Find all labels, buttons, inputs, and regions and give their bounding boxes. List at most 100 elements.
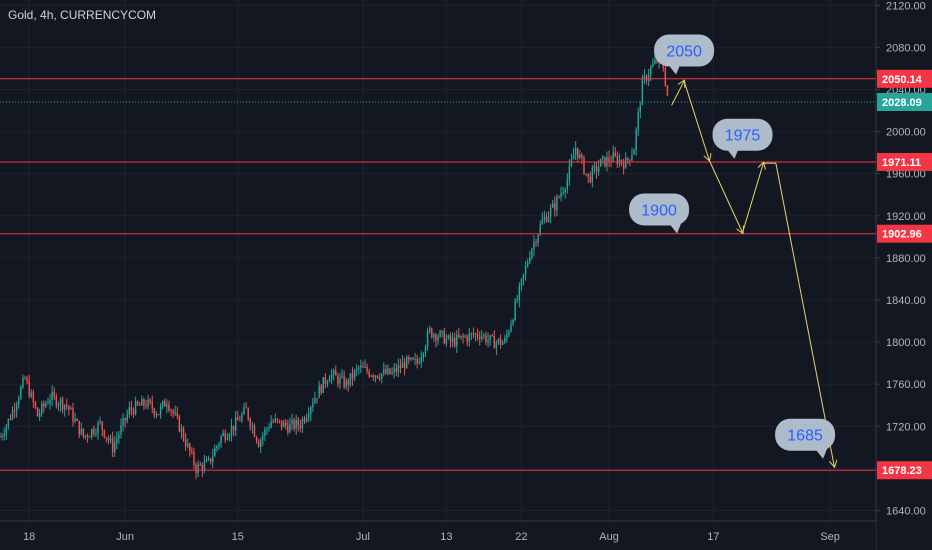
candle-body [414,358,416,360]
candle-body [474,333,477,336]
price-tick-label: 2000.00 [886,127,926,139]
candle-body [143,399,145,406]
candle-body [139,404,141,406]
projection-segment [683,80,709,160]
candle-body [9,419,12,421]
candle-body [118,434,120,439]
candle-body [178,416,181,432]
candle-body [418,362,420,364]
callout-tail [668,64,681,75]
last-price-tag [877,93,932,112]
time-tick-label: 13 [440,531,452,543]
candle-body [529,257,531,263]
candle-body [320,385,322,393]
candle-body [345,380,347,387]
candle-body [579,154,581,158]
candle-body [189,443,191,452]
candle-body [63,404,66,410]
candle-body [116,438,118,443]
time-axis[interactable]: 18 Jun 15 Jul 13 22 Aug 17 Sep [0,520,876,550]
candle-body [218,443,220,447]
price-axis[interactable]: 1640.001680.001720.001760.001800.001840.… [875,0,932,550]
candle-body [303,418,306,422]
candle-body [68,405,70,410]
candle-body [13,409,16,411]
callout-text: 1900 [641,202,677,219]
candle-body [203,461,206,471]
candle-body [276,418,279,421]
candle-body [408,357,410,360]
candle-body [470,333,473,335]
callout-bubble: 2050 [654,34,715,75]
candle-body [270,421,272,428]
candle-body [249,418,252,427]
candle-body [322,377,325,393]
candle-body [560,193,562,197]
candle-body [478,336,481,339]
candle-body [216,446,218,449]
candle-body [543,216,546,220]
candle-body [403,362,406,369]
candle-body [230,425,233,435]
candle-body [362,365,364,368]
candle-body [599,158,602,167]
candle-body [78,420,80,435]
candle-body [332,370,335,375]
candle-body [274,418,277,422]
candle-body [410,357,412,360]
candle-body [483,334,485,337]
candle-body [637,111,639,130]
price-tick-label: 1800.00 [886,337,926,349]
candle-body [412,357,414,360]
candle-body [645,75,648,81]
candle-body [328,378,331,382]
callout-body [775,418,836,451]
candle-body [616,155,619,165]
candle-body [278,420,281,422]
candle-body [514,301,516,320]
candle-body [635,129,637,150]
candle-body [593,165,596,168]
candle-body [539,224,541,235]
candle-body [45,403,47,407]
candle-body [1,436,3,438]
candle-body [266,428,268,430]
level-axis-label: 2050.14 [882,74,923,86]
callout-text: 1685 [787,428,823,445]
candle-body [234,417,237,431]
price-tick-label: 2080.00 [886,42,926,54]
candle-body [80,428,83,435]
candle-body [568,165,571,180]
candle-body [433,334,435,338]
projection-segment [775,163,834,466]
candle-body [385,369,387,374]
candle-body [3,434,5,437]
candle-body [11,409,14,420]
candle-body [312,403,314,408]
candle-body [314,397,316,404]
candle-body [445,338,448,344]
candle-body [93,428,95,434]
candle-body [305,417,308,422]
candle-body [232,425,235,431]
candle-body [88,436,91,438]
candle-body [491,335,493,337]
candle-body [541,219,544,225]
candle-body [310,407,312,415]
candle-body [416,358,418,364]
candle-body [76,418,78,421]
candle-body [151,402,153,409]
candle-body [72,408,74,422]
candle-body [30,392,33,397]
candle-body [170,410,172,412]
candle-body [537,234,539,244]
candle-body [159,406,162,415]
price-tick-label: 1880.00 [886,253,926,265]
candle-body [339,376,341,384]
candle-body [337,375,339,384]
candle-body [647,75,650,81]
candle-body [245,407,247,409]
level-axis-label: 1678.23 [882,465,922,477]
candle-body [228,434,231,438]
